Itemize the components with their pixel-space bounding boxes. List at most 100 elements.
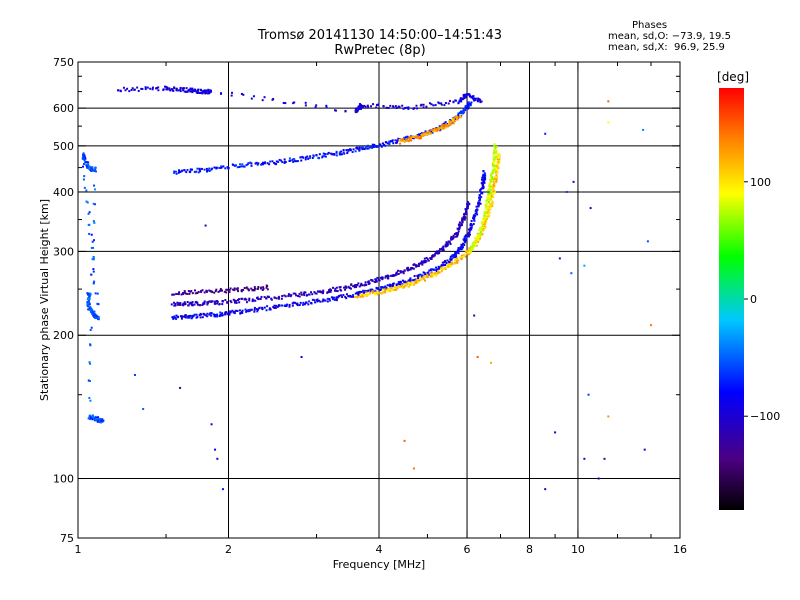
data-point	[188, 316, 191, 319]
data-point	[386, 284, 389, 287]
data-point	[274, 307, 277, 310]
data-point	[193, 313, 196, 316]
data-point	[467, 104, 470, 107]
data-point	[397, 283, 400, 286]
data-point	[481, 184, 484, 187]
data-point	[207, 169, 210, 172]
data-point	[335, 150, 338, 153]
data-point	[480, 100, 483, 103]
data-point	[485, 203, 488, 206]
data-point	[175, 314, 178, 317]
data-point	[486, 198, 489, 201]
data-point	[205, 91, 208, 94]
data-point	[413, 107, 416, 110]
data-point	[288, 157, 291, 160]
data-point	[191, 301, 194, 304]
data-point	[495, 174, 498, 177]
data-point	[203, 291, 206, 294]
data-point	[187, 290, 190, 293]
data-point	[401, 284, 404, 287]
data-point	[323, 155, 326, 158]
data-point	[482, 178, 485, 181]
data-point	[326, 291, 329, 294]
data-point	[314, 301, 317, 304]
data-point	[93, 203, 96, 206]
data-point	[261, 161, 264, 164]
data-point	[477, 240, 480, 243]
data-point	[318, 153, 321, 156]
data-point	[370, 290, 373, 293]
data-point	[205, 167, 208, 170]
data-point	[352, 295, 355, 298]
data-point	[455, 235, 458, 238]
data-point	[92, 416, 95, 419]
data-point	[487, 196, 490, 199]
data-point	[410, 139, 413, 142]
data-point	[329, 152, 332, 155]
data-point	[352, 294, 355, 297]
data-point	[475, 240, 478, 243]
data-point	[284, 304, 287, 307]
data-point	[428, 131, 431, 134]
data-point	[363, 148, 366, 151]
data-point	[482, 187, 485, 190]
data-point	[182, 87, 185, 90]
data-point	[469, 103, 472, 106]
data-point	[170, 303, 173, 306]
data-point	[85, 189, 88, 192]
data-point	[466, 235, 469, 238]
data-point	[146, 86, 149, 89]
data-point	[218, 167, 221, 170]
data-point	[92, 202, 95, 205]
data-point	[430, 129, 433, 132]
data-point	[486, 208, 489, 211]
data-point	[458, 116, 461, 119]
data-point	[482, 218, 485, 221]
data-point	[293, 160, 296, 163]
data-point	[377, 145, 380, 148]
data-point	[144, 86, 147, 89]
data-point	[86, 293, 89, 296]
data-point	[206, 169, 209, 172]
data-point	[412, 267, 415, 270]
data-point	[375, 290, 378, 293]
data-point	[466, 250, 469, 253]
data-point	[257, 162, 260, 165]
data-point	[89, 343, 92, 346]
data-point	[374, 145, 377, 148]
data-point	[424, 133, 427, 136]
data-point	[443, 126, 446, 129]
data-point	[88, 307, 91, 310]
data-point	[430, 132, 433, 135]
data-point	[288, 303, 291, 306]
data-point	[437, 265, 440, 268]
data-point	[305, 294, 308, 297]
data-point	[464, 216, 467, 219]
data-point	[495, 155, 498, 158]
data-point	[397, 281, 400, 284]
data-point	[232, 163, 235, 166]
data-point	[459, 97, 462, 100]
data-point	[395, 271, 398, 274]
data-point	[427, 273, 430, 276]
data-point	[460, 222, 463, 225]
data-point	[421, 263, 424, 266]
data-point	[275, 297, 278, 300]
data-point	[358, 107, 361, 110]
data-point	[292, 292, 295, 295]
data-point	[325, 104, 328, 107]
data-point	[587, 393, 590, 396]
data-point	[179, 303, 182, 306]
data-point	[423, 260, 426, 263]
data-point	[184, 292, 187, 295]
data-point	[238, 165, 241, 168]
data-point	[319, 300, 322, 303]
data-point	[218, 289, 221, 292]
x-axis-label: Frequency [MHz]	[333, 558, 425, 571]
data-point	[426, 276, 429, 279]
data-point	[444, 243, 447, 246]
data-point	[334, 109, 337, 112]
data-point	[216, 457, 219, 460]
phase-o-stats: mean, sd,O: −73.9, 19.5	[608, 31, 731, 42]
data-point	[419, 273, 422, 276]
